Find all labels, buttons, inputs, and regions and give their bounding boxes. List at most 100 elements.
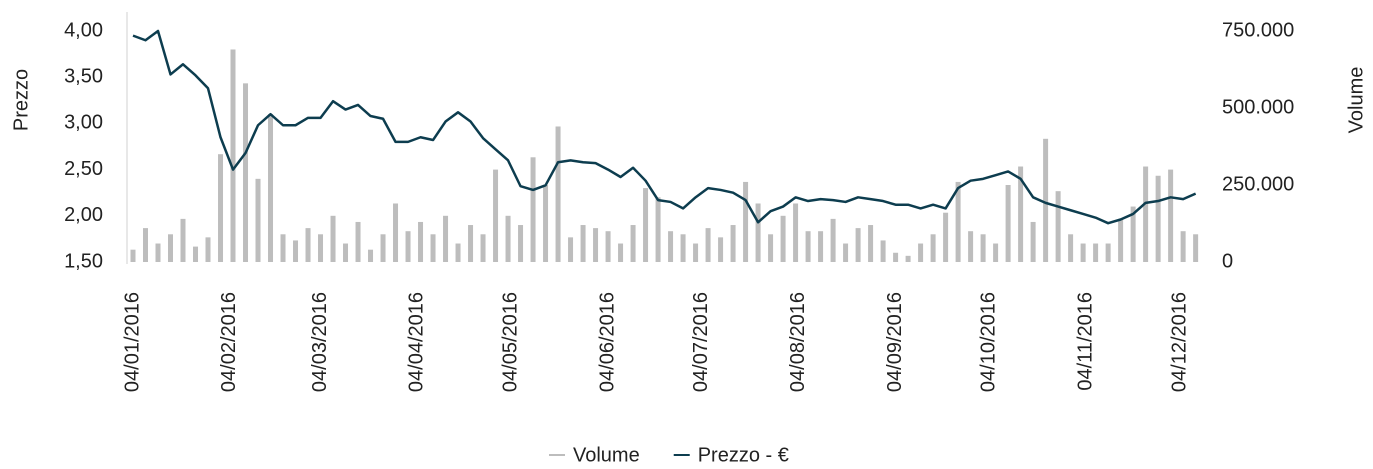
volume-bar: [268, 114, 274, 262]
volume-bar: [480, 234, 486, 262]
volume-bar: [1043, 138, 1049, 262]
volume-bar: [705, 228, 711, 262]
volume-bar: [243, 83, 249, 262]
volume-bar: [780, 215, 786, 262]
volume-bar: [293, 240, 299, 262]
x-tick-label: 04/07/2016: [690, 292, 712, 392]
volume-bar: [1180, 231, 1186, 262]
volume-bar: [430, 234, 436, 262]
volume-bar: [855, 228, 861, 262]
y-tick-label: 2,00: [64, 204, 103, 226]
y2-tick-label: 500.000: [1222, 96, 1294, 118]
volume-bar: [255, 178, 261, 262]
volume-bar: [280, 234, 286, 262]
price-line: [132, 29, 1197, 225]
volume-bar: [468, 225, 474, 262]
legend-label: Volume: [573, 444, 640, 466]
volume-bar: [793, 203, 799, 262]
volume-bar: [180, 218, 186, 262]
volume-bar: [330, 215, 336, 262]
volume-bar: [505, 215, 511, 262]
volume-bar: [368, 249, 374, 262]
volume-bar: [743, 181, 749, 262]
x-tick-label: 04/03/2016: [309, 292, 331, 392]
volume-bar: [668, 231, 674, 262]
volume-bar: [518, 225, 524, 262]
volume-bar: [1193, 234, 1199, 262]
volume-bar: [718, 237, 724, 262]
volume-bar: [1030, 221, 1036, 262]
volume-bar: [843, 243, 849, 262]
y2-tick-label: 250.000: [1222, 173, 1294, 195]
volume-bar: [730, 225, 736, 262]
volume-bar: [980, 234, 986, 262]
volume-bar: [218, 154, 224, 262]
volume-bar: [155, 243, 161, 262]
volume-bar: [943, 212, 949, 262]
x-tick-label: 04/01/2016: [121, 292, 143, 392]
volume-bar: [393, 203, 399, 262]
volume-bar: [680, 234, 686, 262]
y-tick-label: 3,00: [64, 112, 103, 134]
volume-bar: [455, 243, 461, 262]
volume-bar: [205, 237, 211, 262]
volume-bar: [893, 252, 899, 262]
volume-bar: [993, 243, 999, 262]
volume-bar: [918, 243, 924, 262]
volume-bar: [1130, 206, 1136, 262]
volume-bar: [930, 234, 936, 262]
volume-bar: [1118, 218, 1124, 262]
volume-bar: [305, 228, 311, 262]
volume-bar: [1168, 169, 1174, 262]
volume-bar: [905, 255, 911, 262]
volume-bar: [355, 221, 361, 262]
volume-bar: [168, 234, 174, 262]
volume-bar: [755, 203, 761, 262]
y-tick-label: 3,50: [64, 65, 103, 87]
volume-bar: [655, 197, 661, 262]
volume-bar: [968, 231, 974, 262]
y-axis-title: Prezzo: [10, 69, 32, 131]
volume-bar: [1143, 166, 1149, 262]
volume-bar: [555, 126, 561, 262]
volume-bar: [868, 225, 874, 262]
volume-bar: [193, 246, 199, 262]
volume-bar: [593, 228, 599, 262]
volume-bar: [1080, 243, 1086, 262]
x-tick-label: 04/12/2016: [1168, 292, 1190, 392]
volume-bar: [343, 243, 349, 262]
volume-bar: [630, 225, 636, 262]
volume-bar: [143, 228, 149, 262]
volume-bar: [1018, 166, 1024, 262]
volume-bar: [805, 231, 811, 262]
volume-bar: [443, 215, 449, 262]
volume-bar: [543, 185, 549, 262]
volume-bar: [1093, 243, 1099, 262]
volume-bar: [1068, 234, 1074, 262]
volume-bar: [418, 221, 424, 262]
volume-bar: [830, 218, 836, 262]
volume-bar: [1155, 175, 1161, 262]
volume-bar: [230, 49, 236, 263]
legend-label: Prezzo - €: [698, 444, 789, 466]
y2-axis-title: Volume: [1345, 67, 1367, 134]
volume-bar: [493, 169, 499, 262]
x-tick-label: 04/09/2016: [884, 292, 906, 392]
volume-bar: [380, 234, 386, 262]
volume-bar: [405, 231, 411, 262]
x-tick-label: 04/11/2016: [1075, 292, 1097, 391]
x-tick-label: 04/08/2016: [787, 292, 809, 392]
x-tick-label: 04/05/2016: [499, 292, 521, 392]
volume-bar: [318, 234, 324, 262]
volume-bar: [1005, 185, 1011, 262]
volume-bar: [955, 181, 961, 262]
volume-bar: [768, 234, 774, 262]
y2-tick-label: 0: [1222, 250, 1233, 272]
volume-bar: [605, 231, 611, 262]
volume-bar: [1055, 191, 1061, 262]
volume-bar: [530, 157, 536, 262]
volume-bar: [580, 225, 586, 262]
y-tick-label: 1,50: [64, 250, 103, 272]
volume-bar: [818, 231, 824, 262]
